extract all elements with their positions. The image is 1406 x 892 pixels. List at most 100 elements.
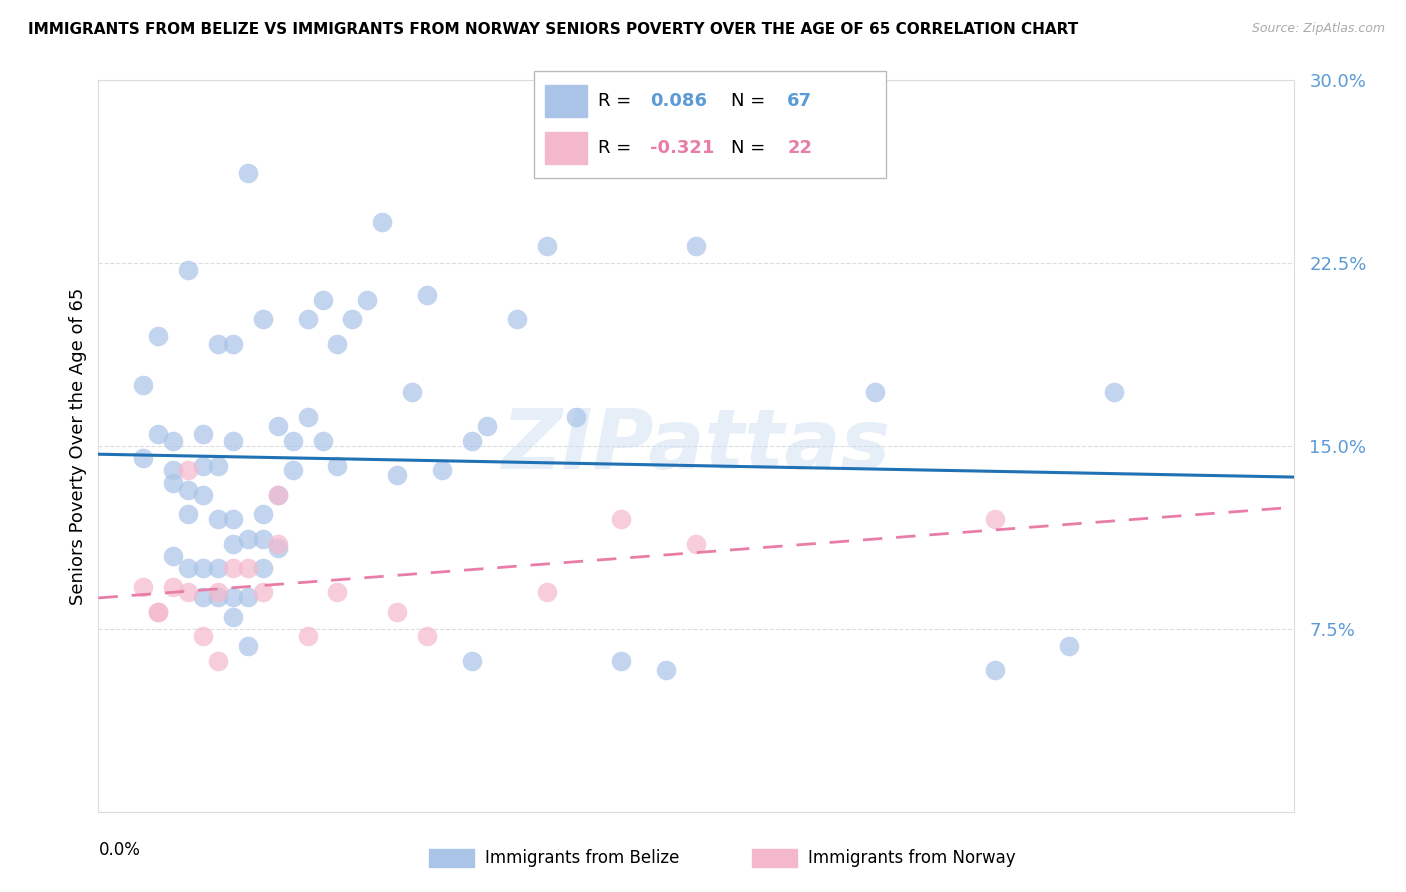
Point: [148, 329, 170, 343]
Point: [1102, 385, 1125, 400]
Text: 22: 22: [787, 139, 813, 157]
Text: 67: 67: [787, 93, 813, 111]
Point: [983, 663, 1005, 677]
Point: [1059, 639, 1081, 653]
Point: [297, 409, 319, 424]
Point: [252, 508, 274, 522]
Point: [342, 312, 364, 326]
Point: [191, 426, 214, 441]
Point: [222, 536, 245, 550]
Point: [326, 336, 349, 351]
Point: [356, 293, 378, 307]
Point: [236, 166, 259, 180]
Point: [863, 385, 886, 400]
Point: [685, 536, 707, 550]
Point: [267, 488, 290, 502]
Point: [207, 512, 229, 526]
Text: Source: ZipAtlas.com: Source: ZipAtlas.com: [1251, 22, 1385, 36]
Point: [311, 293, 333, 307]
Point: [191, 629, 214, 643]
Text: N =: N =: [731, 93, 770, 111]
Point: [297, 312, 319, 326]
Point: [506, 312, 529, 326]
Point: [207, 561, 229, 575]
Point: [311, 434, 333, 449]
Point: [385, 468, 409, 483]
Point: [536, 239, 558, 253]
Point: [222, 590, 245, 604]
Point: [983, 512, 1005, 526]
Point: [207, 336, 229, 351]
Point: [191, 561, 214, 575]
Point: [685, 239, 707, 253]
Point: [267, 488, 290, 502]
Point: [162, 475, 184, 490]
Point: [655, 663, 678, 677]
Point: [177, 561, 200, 575]
Point: [222, 561, 245, 575]
Point: [148, 426, 170, 441]
Y-axis label: Seniors Poverty Over the Age of 65: Seniors Poverty Over the Age of 65: [69, 287, 87, 605]
Point: [461, 654, 484, 668]
Point: [326, 585, 349, 599]
Point: [236, 532, 259, 546]
Bar: [544, 132, 586, 164]
Point: [267, 419, 290, 434]
Point: [385, 605, 409, 619]
Point: [281, 434, 304, 449]
Point: [610, 512, 633, 526]
Point: [416, 288, 439, 302]
Point: [191, 458, 214, 473]
Point: [177, 483, 200, 497]
Text: -0.321: -0.321: [650, 139, 714, 157]
Point: [252, 585, 274, 599]
Point: [177, 263, 200, 277]
Point: [148, 605, 170, 619]
Point: [475, 419, 498, 434]
Point: [236, 639, 259, 653]
Point: [162, 581, 184, 595]
Bar: [544, 86, 586, 118]
Point: [252, 312, 274, 326]
Point: [297, 629, 319, 643]
Point: [148, 605, 170, 619]
Point: [222, 336, 245, 351]
Point: [610, 654, 633, 668]
Text: ZIPattas: ZIPattas: [502, 406, 890, 486]
Point: [177, 463, 200, 477]
Point: [536, 585, 558, 599]
Point: [207, 590, 229, 604]
Point: [371, 215, 394, 229]
Point: [267, 536, 290, 550]
FancyBboxPatch shape: [534, 71, 886, 178]
Point: [281, 463, 304, 477]
Point: [162, 463, 184, 477]
Point: [236, 590, 259, 604]
Text: Immigrants from Norway: Immigrants from Norway: [808, 849, 1017, 867]
Point: [191, 488, 214, 502]
Point: [207, 458, 229, 473]
Point: [177, 508, 200, 522]
Point: [401, 385, 423, 400]
Point: [162, 549, 184, 563]
Text: R =: R =: [598, 93, 637, 111]
Text: Immigrants from Belize: Immigrants from Belize: [485, 849, 679, 867]
Text: 0.086: 0.086: [650, 93, 707, 111]
Point: [430, 463, 453, 477]
Point: [222, 512, 245, 526]
Point: [132, 581, 155, 595]
Point: [191, 590, 214, 604]
Text: R =: R =: [598, 139, 637, 157]
Point: [236, 561, 259, 575]
Point: [565, 409, 588, 424]
Point: [416, 629, 439, 643]
Point: [252, 561, 274, 575]
Point: [207, 654, 229, 668]
Point: [252, 532, 274, 546]
Point: [177, 585, 200, 599]
Text: N =: N =: [731, 139, 770, 157]
Point: [461, 434, 484, 449]
Point: [222, 609, 245, 624]
Point: [267, 541, 290, 556]
Point: [207, 585, 229, 599]
